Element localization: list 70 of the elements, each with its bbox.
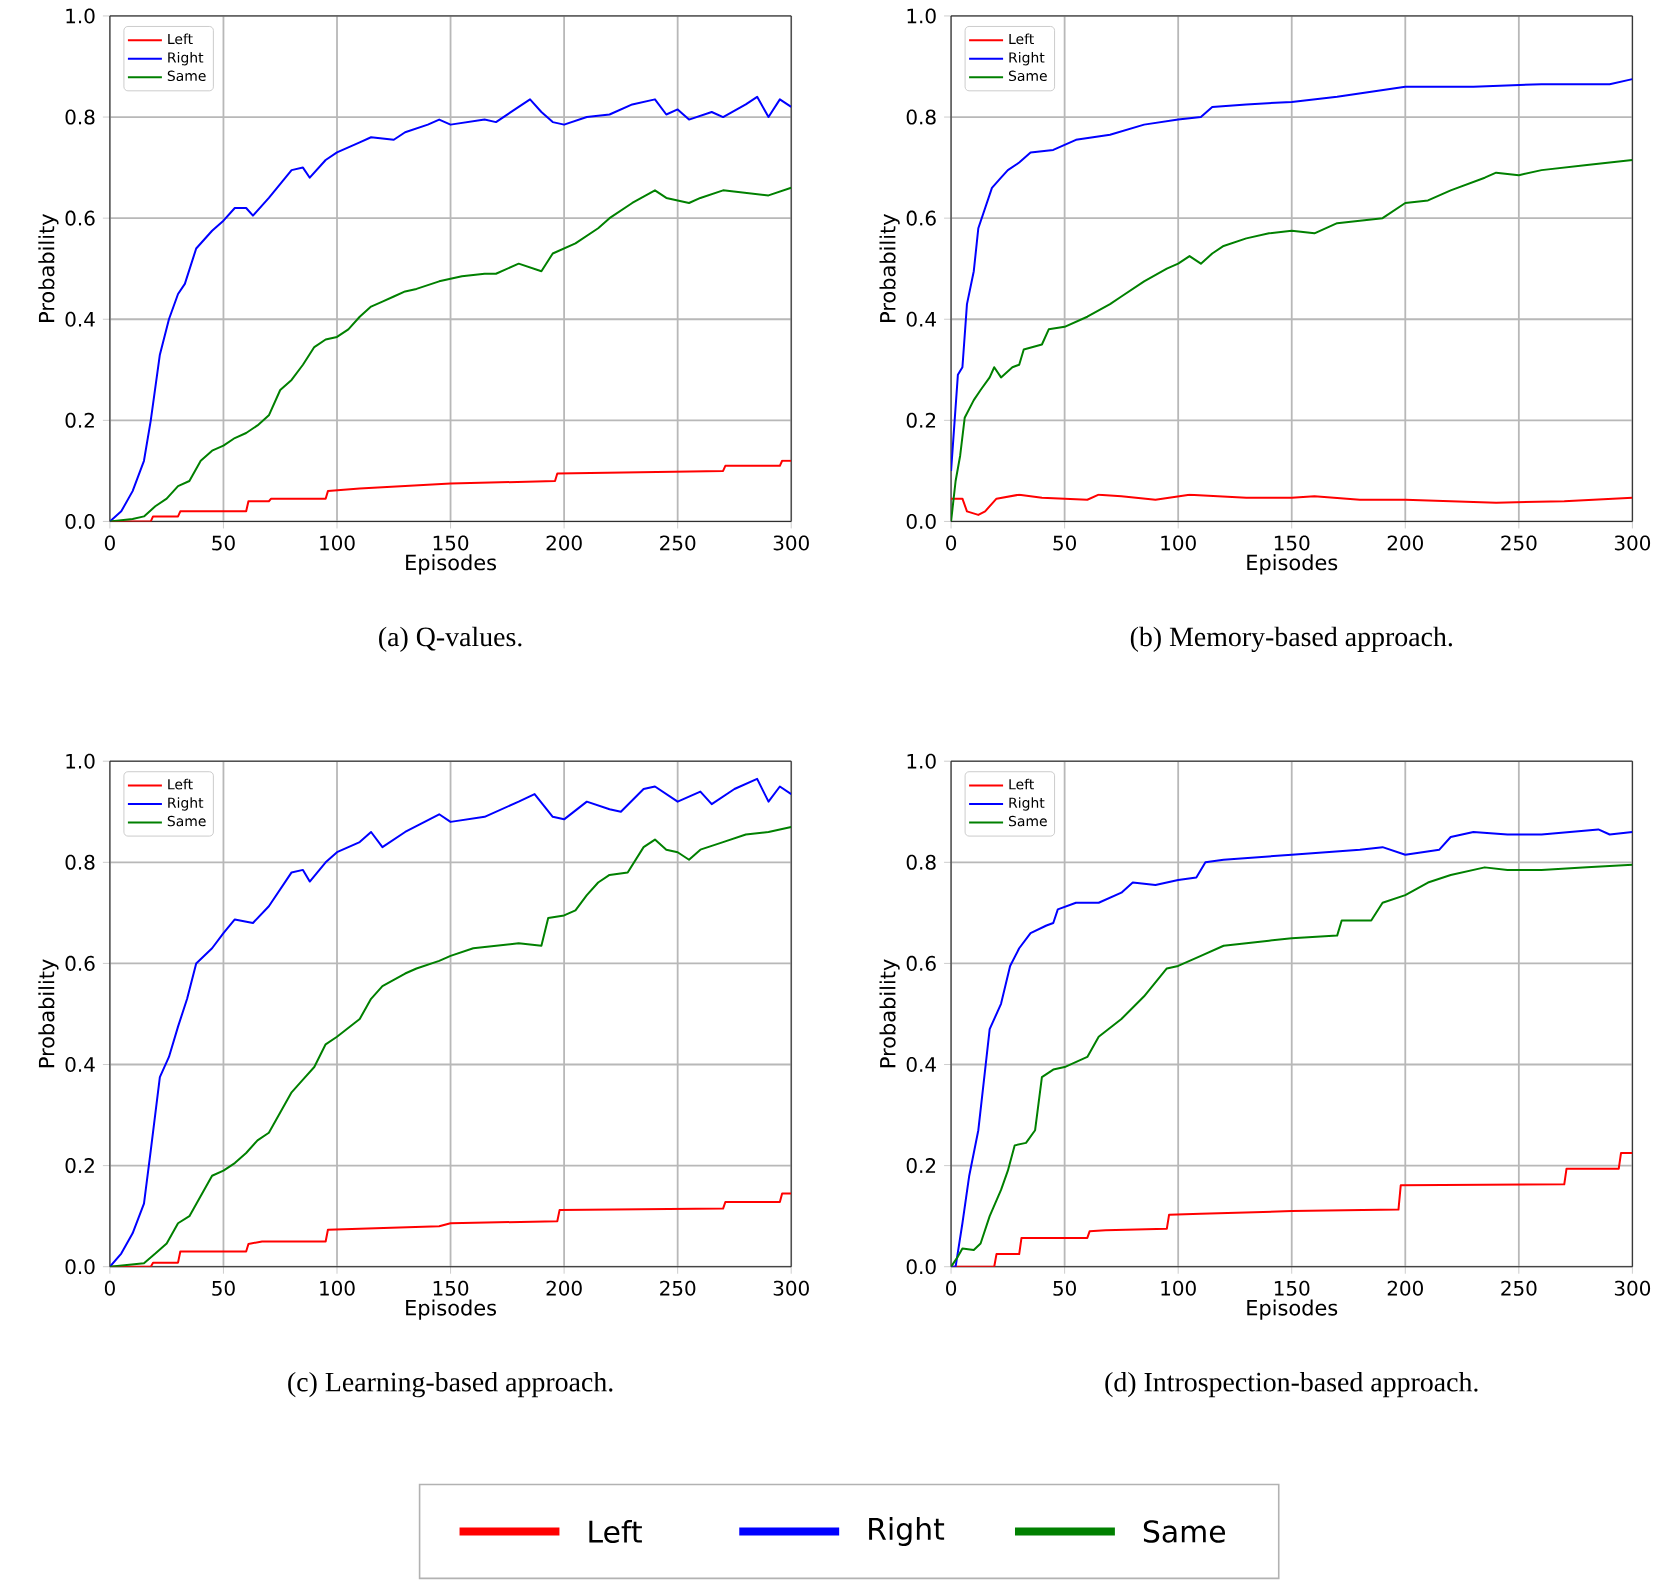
y-tick-label: 0.2 [906, 412, 936, 428]
x-tick-label: 50 [1053, 1280, 1076, 1296]
y-tick-label: 0.2 [906, 1157, 936, 1173]
x-tick-label: 100 [320, 1280, 355, 1296]
x-tick-label: 150 [1274, 535, 1310, 551]
x-tick-label: 250 [1501, 1280, 1537, 1296]
x-tick-label: 100 [1161, 1280, 1196, 1296]
x-tick-label: 200 [1387, 535, 1423, 551]
x-tick-label: 150 [433, 1280, 469, 1296]
x-axis-title: Episodes [1247, 554, 1338, 575]
y-tick-label: 0.0 [906, 1258, 936, 1275]
text: (d) Introspection-based approach. [1105, 1371, 1478, 1398]
text: (a) Q-values. [379, 626, 522, 652]
y-axis-title: Probability [879, 959, 900, 1067]
y-tick-label: 0.6 [906, 955, 936, 971]
x-tick-label: 250 [1501, 535, 1537, 551]
x-tick-label: 100 [320, 535, 355, 551]
text: Right [869, 1516, 945, 1546]
x-tick-label: 150 [433, 535, 469, 551]
x-tick-label: 200 [546, 1280, 582, 1296]
x-tick-label: 250 [660, 535, 696, 551]
y-tick-label: 0.6 [906, 210, 936, 226]
y-tick-label: 0.4 [65, 311, 95, 327]
y-tick-label: 0.8 [906, 854, 936, 870]
y-tick-label: 0.6 [65, 210, 95, 226]
x-tick-label: 300 [1614, 535, 1651, 551]
text: Left [589, 1519, 642, 1543]
x-tick-label: 250 [660, 1280, 696, 1296]
y-tick-label: 0.4 [65, 1056, 95, 1072]
y-tick-label: 0.2 [65, 412, 94, 428]
y-axis-title: Probability [879, 213, 900, 322]
y-tick-label: 0.0 [65, 1258, 95, 1275]
y-tick-label: 0.4 [906, 311, 936, 327]
y-tick-label: 0.0 [906, 513, 936, 529]
line-series [109, 95, 792, 522]
text: (c) Learning-based approach. [288, 1371, 613, 1398]
y-tick-label: 0.2 [65, 1157, 94, 1173]
text: Same [1143, 1519, 1226, 1543]
x-tick-label: 300 [1614, 1280, 1651, 1296]
y-tick-label: 0.8 [906, 109, 936, 125]
x-tick-label: 50 [1053, 535, 1076, 551]
x-tick-label: 200 [1387, 1280, 1423, 1296]
x-tick-label: 300 [773, 535, 809, 551]
x-tick-label: 300 [773, 1280, 809, 1296]
y-tick-label: 0.4 [906, 1056, 936, 1072]
x-tick-label: 50 [212, 535, 235, 551]
x-tick-label: 0 [946, 1280, 957, 1296]
x-tick-label: 200 [546, 535, 582, 551]
y-tick-label: 0.8 [65, 854, 95, 870]
x-tick-label: 0 [946, 535, 957, 551]
x-axis-title: Episodes [1247, 1299, 1338, 1320]
y-axis-title: Probability [38, 213, 59, 322]
y-tick-label: 1.0 [66, 753, 95, 769]
x-tick-label: 50 [212, 1280, 235, 1296]
y-tick-label: 1.0 [66, 8, 95, 24]
line-series [951, 158, 1633, 522]
y-tick-label: 0.0 [65, 513, 95, 529]
y-axis-title: Probability [38, 959, 59, 1067]
x-tick-label: 150 [1274, 1280, 1310, 1296]
x-tick-label: 100 [1161, 535, 1196, 551]
y-tick-label: 0.6 [65, 955, 95, 971]
x-tick-label: 0 [104, 535, 115, 551]
y-tick-label: 1.0 [907, 753, 936, 769]
x-axis-title: Episodes [406, 1299, 497, 1320]
text: (b) Memory-based approach. [1130, 626, 1452, 652]
line-series [951, 493, 1633, 516]
x-axis-title: Episodes [406, 554, 497, 575]
y-tick-label: 1.0 [907, 8, 936, 24]
y-tick-label: 0.8 [65, 109, 95, 125]
x-tick-label: 0 [104, 1280, 115, 1296]
